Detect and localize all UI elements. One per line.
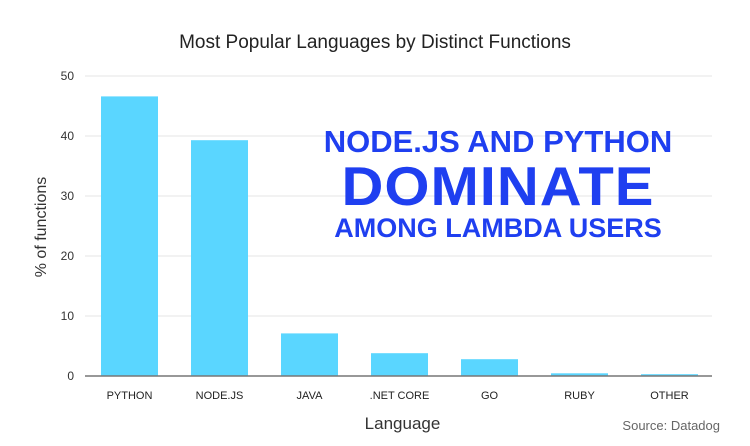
bar-go (461, 359, 518, 376)
bar-nodejs (191, 140, 248, 376)
x-tick-label: RUBY (564, 390, 595, 402)
y-tick-label: 40 (61, 129, 75, 143)
chart-title: Most Popular Languages by Distinct Funct… (179, 32, 571, 53)
annotation-line-1: NODE.JS AND PYTHON (323, 124, 673, 159)
x-tick-label: OTHER (650, 390, 689, 402)
bar-java (281, 333, 338, 376)
bar-other (641, 374, 698, 376)
y-tick-label: 0 (67, 369, 74, 383)
source-note: Source: Datadog (622, 418, 720, 433)
x-axis-label: Language (364, 414, 441, 433)
y-tick-label: 20 (61, 249, 75, 263)
x-tick-label: GO (481, 390, 499, 402)
bar-ruby (551, 373, 608, 376)
x-tick-label: .NET CORE (370, 390, 430, 402)
annotation-line-3: AMONG LAMBDA USERS (334, 213, 662, 243)
y-tick-label: 50 (61, 69, 75, 83)
x-tick-label: PYTHON (107, 390, 153, 402)
x-tick-label: NODE.JS (196, 390, 244, 402)
y-tick-label: 10 (61, 309, 75, 323)
y-axis-label: % of functions (33, 176, 50, 278)
bar-netcore (371, 353, 428, 376)
y-tick-label: 30 (61, 189, 75, 203)
annotation-line-2: DOMINATE (341, 155, 655, 218)
x-tick-label: JAVA (297, 390, 324, 402)
bar-python (101, 96, 158, 377)
